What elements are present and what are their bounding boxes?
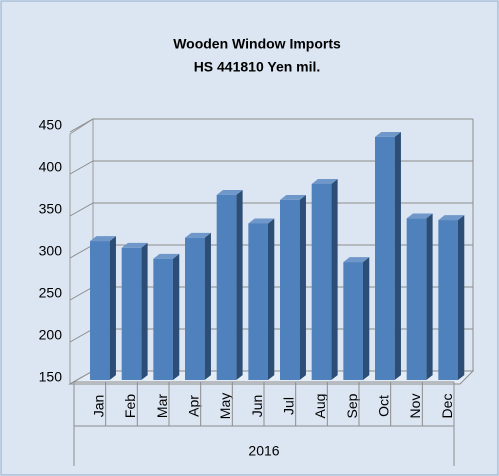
bar	[406, 218, 427, 380]
bar-top	[248, 218, 275, 224]
x-tick-label: Jul	[281, 397, 297, 415]
x-tick-label: Oct	[376, 395, 392, 417]
bar-top	[90, 236, 116, 242]
x-tick-label: Sep	[344, 393, 360, 418]
y-tick-label: 400	[39, 159, 63, 175]
x-tick-label: Dec	[439, 394, 455, 419]
bar-top	[153, 253, 180, 259]
x-tick-label: Apr	[186, 395, 202, 417]
bar-side	[362, 257, 370, 380]
x-tick-label: Nov	[407, 394, 423, 419]
y-tick-label: 350	[39, 201, 63, 217]
bar-side	[299, 195, 306, 380]
bar-top	[438, 215, 465, 221]
bar	[438, 220, 458, 380]
grid-line	[69, 118, 473, 133]
bar-side	[236, 189, 243, 380]
bar	[375, 136, 395, 380]
x-tick-label: Feb	[122, 394, 138, 418]
x-tick-label: Jun	[249, 395, 265, 418]
x-tick-label: Jan	[91, 395, 107, 418]
bar-top	[311, 179, 338, 184]
bar	[248, 223, 268, 380]
bar-side	[426, 213, 433, 380]
chart-subtitle: HS 441810 Yen mil.	[194, 59, 321, 75]
bar-side	[204, 232, 211, 380]
bar-top	[343, 257, 370, 263]
bar-side	[394, 132, 401, 380]
y-tick-label: 300	[39, 243, 63, 259]
x-tick-label: May	[217, 393, 233, 419]
bar-top	[121, 242, 148, 248]
bar-top	[280, 195, 306, 200]
x-tick-label: Mar	[154, 394, 170, 418]
bar	[343, 262, 363, 380]
bar-side	[331, 179, 338, 380]
y-tick-label: 250	[39, 285, 63, 301]
bar	[216, 194, 237, 380]
bar-side	[457, 215, 465, 380]
bar-top	[375, 132, 401, 137]
bar	[311, 183, 332, 380]
y-tick-label: 150	[39, 369, 63, 385]
bar-top	[216, 189, 243, 195]
bar	[185, 237, 205, 380]
bar-top	[406, 213, 433, 219]
category-group-label: 2016	[248, 443, 279, 459]
bar	[280, 199, 300, 380]
bar	[121, 247, 142, 380]
y-tick-label: 200	[39, 327, 63, 343]
bar-side	[267, 218, 275, 380]
bar-side	[172, 253, 180, 380]
bar-side	[109, 236, 116, 380]
y-tick-label: 450	[39, 117, 63, 133]
bar-top	[185, 232, 211, 238]
x-tick-label: Aug	[312, 394, 328, 419]
bar	[153, 258, 173, 380]
bar	[90, 241, 110, 380]
grid-line	[69, 202, 473, 217]
chart-title: Wooden Window Imports	[173, 36, 341, 52]
bar-side	[141, 242, 148, 380]
grid-line	[69, 160, 473, 175]
